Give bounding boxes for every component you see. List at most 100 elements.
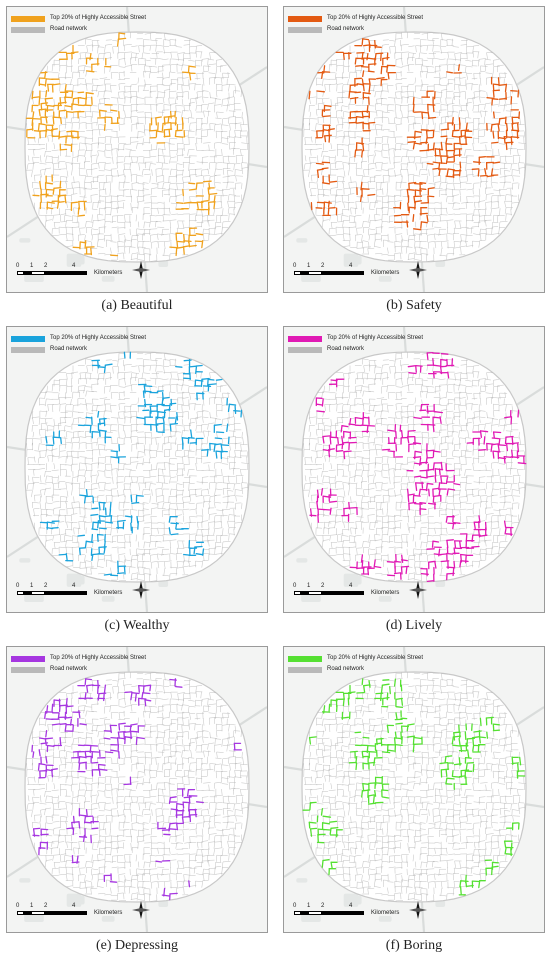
road-segment bbox=[216, 83, 223, 86]
highlight-segment bbox=[368, 121, 376, 124]
road-segment bbox=[58, 392, 60, 399]
road-segment bbox=[214, 168, 216, 176]
road-segment bbox=[33, 508, 35, 517]
east-west-needle bbox=[132, 268, 150, 272]
road-segment bbox=[86, 97, 92, 99]
highlight-segment bbox=[451, 130, 454, 138]
highlight-segment bbox=[362, 70, 365, 78]
road-segment bbox=[337, 83, 344, 85]
road-segment bbox=[105, 162, 112, 164]
road-segment bbox=[123, 168, 131, 171]
road-segment bbox=[130, 91, 132, 99]
road-segment bbox=[137, 155, 144, 158]
road-segment bbox=[374, 84, 381, 86]
road-segment bbox=[382, 162, 389, 164]
road-segment bbox=[401, 246, 403, 254]
road-segment bbox=[427, 39, 435, 42]
road-segment bbox=[33, 188, 40, 190]
highlight-segment bbox=[57, 101, 67, 104]
road-segment bbox=[150, 104, 158, 106]
road-segment bbox=[99, 77, 108, 79]
road-segment bbox=[175, 111, 182, 113]
road-segment bbox=[53, 419, 55, 426]
road-segment bbox=[504, 170, 511, 172]
highlight-segment bbox=[478, 156, 487, 158]
road-segment bbox=[58, 521, 65, 523]
highlight-segment bbox=[64, 83, 67, 92]
road-segment bbox=[446, 220, 449, 228]
road-segment bbox=[434, 233, 436, 240]
road-segment bbox=[190, 98, 198, 100]
road-segment bbox=[376, 195, 383, 197]
land-block bbox=[296, 238, 308, 243]
road-segment bbox=[131, 235, 133, 243]
highlight-segment bbox=[511, 122, 514, 130]
road-segment bbox=[162, 254, 170, 257]
road-segment bbox=[137, 241, 139, 249]
road-segment bbox=[123, 143, 132, 145]
road-segment bbox=[460, 234, 467, 236]
highlight-segment bbox=[46, 201, 55, 204]
road-segment bbox=[207, 110, 210, 117]
road-segment bbox=[439, 123, 441, 131]
road-segment bbox=[421, 173, 428, 176]
road-segment bbox=[27, 148, 36, 151]
road-segment bbox=[157, 561, 160, 569]
road-segment bbox=[124, 555, 126, 563]
road-segment bbox=[343, 245, 350, 247]
road-segment bbox=[138, 520, 145, 522]
road-segment bbox=[110, 97, 118, 99]
road-segment bbox=[473, 137, 480, 140]
road-segment bbox=[130, 411, 132, 419]
road-segment bbox=[340, 215, 343, 222]
road-segment bbox=[105, 559, 107, 567]
road-segment bbox=[485, 102, 492, 105]
road-segment bbox=[84, 182, 92, 184]
road-segment bbox=[163, 104, 172, 106]
road-segment bbox=[123, 163, 125, 170]
road-segment bbox=[328, 64, 330, 72]
road-segment bbox=[459, 189, 461, 196]
road-segment bbox=[84, 234, 86, 243]
highlight-segment bbox=[174, 116, 177, 126]
highlight-segment bbox=[360, 181, 363, 191]
highlight-segment bbox=[407, 141, 417, 143]
road-segment bbox=[157, 148, 159, 157]
road-segment bbox=[168, 83, 171, 91]
road-segment bbox=[37, 457, 40, 464]
road-segment bbox=[407, 258, 415, 260]
highlight-segment bbox=[38, 109, 41, 117]
road-segment bbox=[80, 403, 87, 405]
road-segment bbox=[156, 462, 158, 470]
road-segment bbox=[32, 182, 39, 184]
road-segment bbox=[71, 193, 78, 195]
highlight-segment bbox=[349, 84, 359, 86]
road-segment bbox=[97, 91, 99, 98]
road-segment bbox=[335, 194, 343, 197]
road-segment bbox=[401, 239, 408, 241]
street-map bbox=[7, 327, 267, 612]
road-segment bbox=[336, 136, 343, 138]
road-segment bbox=[504, 71, 506, 78]
road-segment bbox=[490, 202, 492, 209]
road-segment bbox=[336, 110, 343, 112]
road-segment bbox=[136, 196, 139, 204]
road-segment bbox=[510, 109, 512, 118]
highlight-segment bbox=[479, 174, 488, 177]
road-segment bbox=[175, 202, 177, 209]
highlight-segment bbox=[413, 142, 422, 145]
road-segment bbox=[524, 163, 526, 171]
road-segment bbox=[97, 46, 105, 48]
road-segment bbox=[310, 188, 317, 190]
road-segment bbox=[110, 85, 112, 93]
road-segment bbox=[337, 149, 344, 151]
road-segment bbox=[157, 91, 166, 93]
road-segment bbox=[228, 117, 230, 124]
road-segment bbox=[439, 96, 442, 104]
road-segment bbox=[60, 221, 67, 223]
highlight-segment bbox=[490, 124, 493, 133]
road-segment bbox=[47, 425, 55, 427]
highlight-segment bbox=[51, 128, 54, 138]
road-segment bbox=[491, 182, 499, 184]
road-segment bbox=[90, 568, 92, 575]
